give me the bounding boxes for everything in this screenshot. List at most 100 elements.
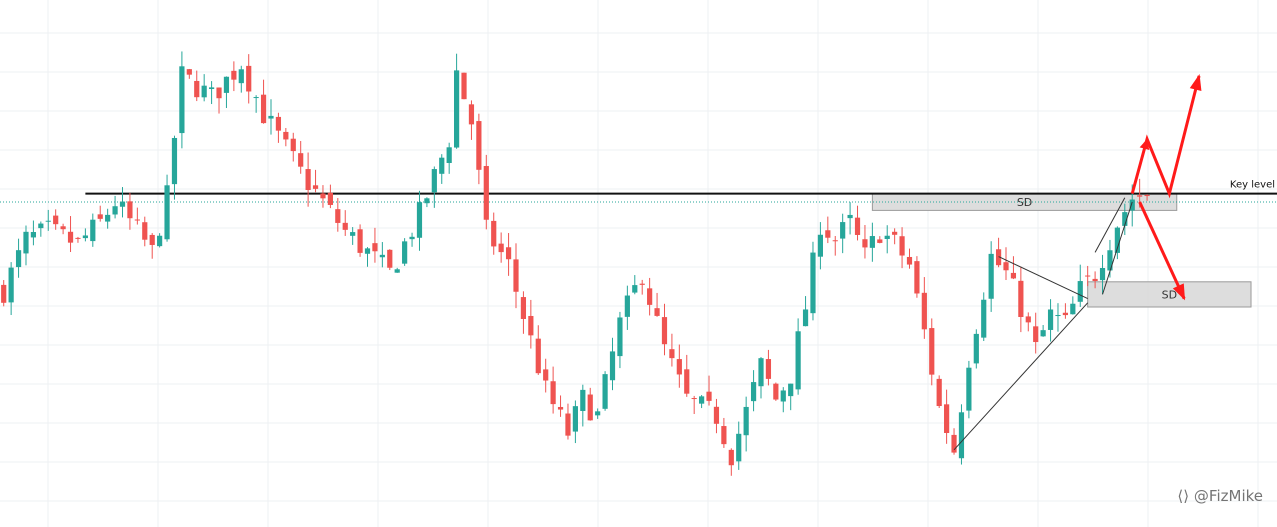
candle	[810, 241, 816, 321]
candle-body	[491, 220, 497, 247]
watermark-text: @FizMike	[1193, 487, 1263, 505]
candle	[53, 209, 59, 230]
candle-body	[973, 333, 979, 364]
candle	[75, 236, 81, 243]
candle-body	[142, 222, 148, 240]
candle	[387, 249, 393, 271]
candle	[8, 262, 14, 316]
candle-body	[877, 239, 883, 243]
bearish-scenario-arrow-head	[1172, 283, 1186, 301]
candle	[194, 70, 200, 102]
candle-body	[550, 381, 556, 405]
candle	[364, 247, 371, 267]
candle-body	[676, 359, 682, 375]
candle	[90, 213, 96, 247]
candle-body	[97, 214, 103, 219]
candle	[290, 132, 296, 162]
candle	[157, 233, 163, 248]
candle	[1040, 324, 1046, 337]
scenario-arrows	[1130, 74, 1202, 301]
candle	[216, 87, 222, 114]
candle-body	[572, 406, 578, 432]
candle	[409, 232, 415, 247]
candle	[246, 54, 252, 104]
candle-body	[624, 295, 630, 317]
candle-body	[275, 116, 282, 131]
candle-body	[75, 237, 81, 239]
candle	[127, 192, 133, 230]
candle-body	[216, 87, 222, 99]
candle-body	[840, 222, 846, 239]
candle	[372, 227, 378, 263]
candle-body	[208, 87, 215, 90]
candle-body	[253, 97, 259, 99]
candle	[394, 267, 400, 273]
candle	[676, 344, 682, 388]
candle	[416, 190, 423, 251]
candle-body	[1099, 268, 1106, 281]
candle	[164, 174, 170, 242]
candle-body	[30, 232, 37, 238]
candle-body	[1122, 212, 1128, 226]
candle	[105, 208, 111, 229]
candle	[461, 72, 467, 100]
candle-body	[394, 269, 400, 273]
candle-body	[862, 239, 868, 248]
candle-body	[379, 254, 385, 258]
candle-body	[454, 70, 460, 148]
candle	[238, 65, 244, 93]
candle-body	[906, 256, 913, 265]
candle	[602, 371, 608, 411]
candle-body	[743, 406, 749, 436]
candle-body	[1033, 326, 1039, 343]
candle-body	[298, 153, 304, 167]
candle	[1025, 312, 1031, 332]
candle-body	[60, 226, 66, 230]
candle	[921, 277, 927, 339]
candle	[491, 212, 497, 255]
candle-body	[387, 249, 393, 268]
candle	[981, 292, 987, 341]
candle-body	[535, 338, 541, 374]
candle	[958, 404, 965, 465]
watermark-icon: ⟨⟩	[1177, 487, 1190, 505]
candle-body	[1, 284, 7, 303]
candle	[936, 375, 942, 408]
candle	[906, 248, 913, 269]
candle	[1047, 299, 1054, 342]
candle-body	[231, 70, 237, 80]
candle	[1077, 264, 1083, 307]
candle	[402, 238, 408, 266]
candle-body	[416, 202, 423, 238]
candle	[632, 275, 638, 295]
candle	[82, 228, 88, 242]
candle	[706, 375, 712, 406]
wedge-upper-line	[1094, 197, 1126, 253]
candle-body	[179, 66, 185, 134]
candle-body	[320, 193, 326, 199]
candle-body	[1025, 316, 1031, 323]
candle-body	[773, 383, 779, 400]
candle	[134, 207, 140, 225]
candle	[572, 400, 578, 444]
candle	[995, 237, 1002, 268]
candle-body	[67, 231, 74, 243]
candle-body	[186, 69, 192, 75]
candle-body	[788, 383, 794, 397]
wedge-lower-line	[1102, 201, 1133, 295]
candle-body	[899, 236, 905, 256]
candle	[565, 403, 571, 440]
candle-body	[350, 232, 356, 236]
candle-body	[1129, 199, 1135, 211]
candle	[30, 220, 37, 246]
candle-body	[721, 426, 727, 445]
candle	[149, 233, 155, 259]
candle-body	[327, 192, 333, 205]
candle-body	[543, 369, 549, 381]
candle-body	[936, 378, 942, 407]
candle	[654, 292, 660, 317]
candle-body	[223, 76, 230, 93]
bullish-scenario-arrow-head-mid	[1139, 139, 1150, 150]
candle-body	[127, 201, 133, 219]
